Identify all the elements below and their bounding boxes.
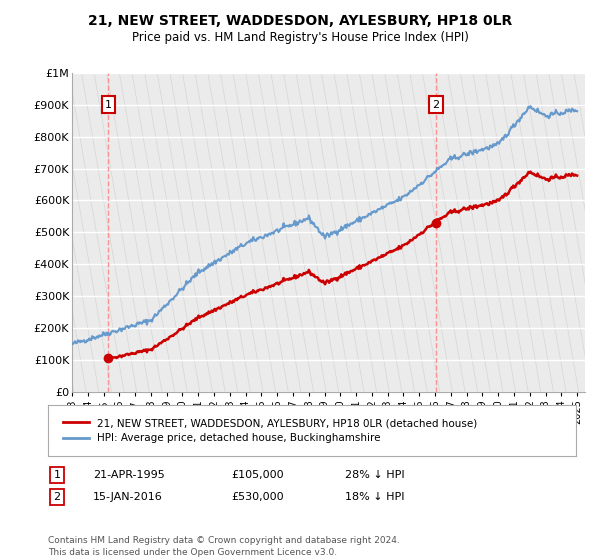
Legend: 21, NEW STREET, WADDESDON, AYLESBURY, HP18 0LR (detached house), HPI: Average pr: 21, NEW STREET, WADDESDON, AYLESBURY, HP…: [58, 414, 481, 447]
Text: Contains HM Land Registry data © Crown copyright and database right 2024.
This d: Contains HM Land Registry data © Crown c…: [48, 536, 400, 557]
Text: £530,000: £530,000: [231, 492, 284, 502]
Text: 28% ↓ HPI: 28% ↓ HPI: [345, 470, 404, 480]
Text: 1: 1: [53, 470, 61, 480]
Text: 1: 1: [105, 100, 112, 110]
Text: £105,000: £105,000: [231, 470, 284, 480]
Text: 21, NEW STREET, WADDESDON, AYLESBURY, HP18 0LR: 21, NEW STREET, WADDESDON, AYLESBURY, HP…: [88, 14, 512, 28]
Text: 2: 2: [432, 100, 439, 110]
Text: Price paid vs. HM Land Registry's House Price Index (HPI): Price paid vs. HM Land Registry's House …: [131, 31, 469, 44]
Text: 2: 2: [53, 492, 61, 502]
Text: 21-APR-1995: 21-APR-1995: [93, 470, 165, 480]
Text: 15-JAN-2016: 15-JAN-2016: [93, 492, 163, 502]
Text: 18% ↓ HPI: 18% ↓ HPI: [345, 492, 404, 502]
